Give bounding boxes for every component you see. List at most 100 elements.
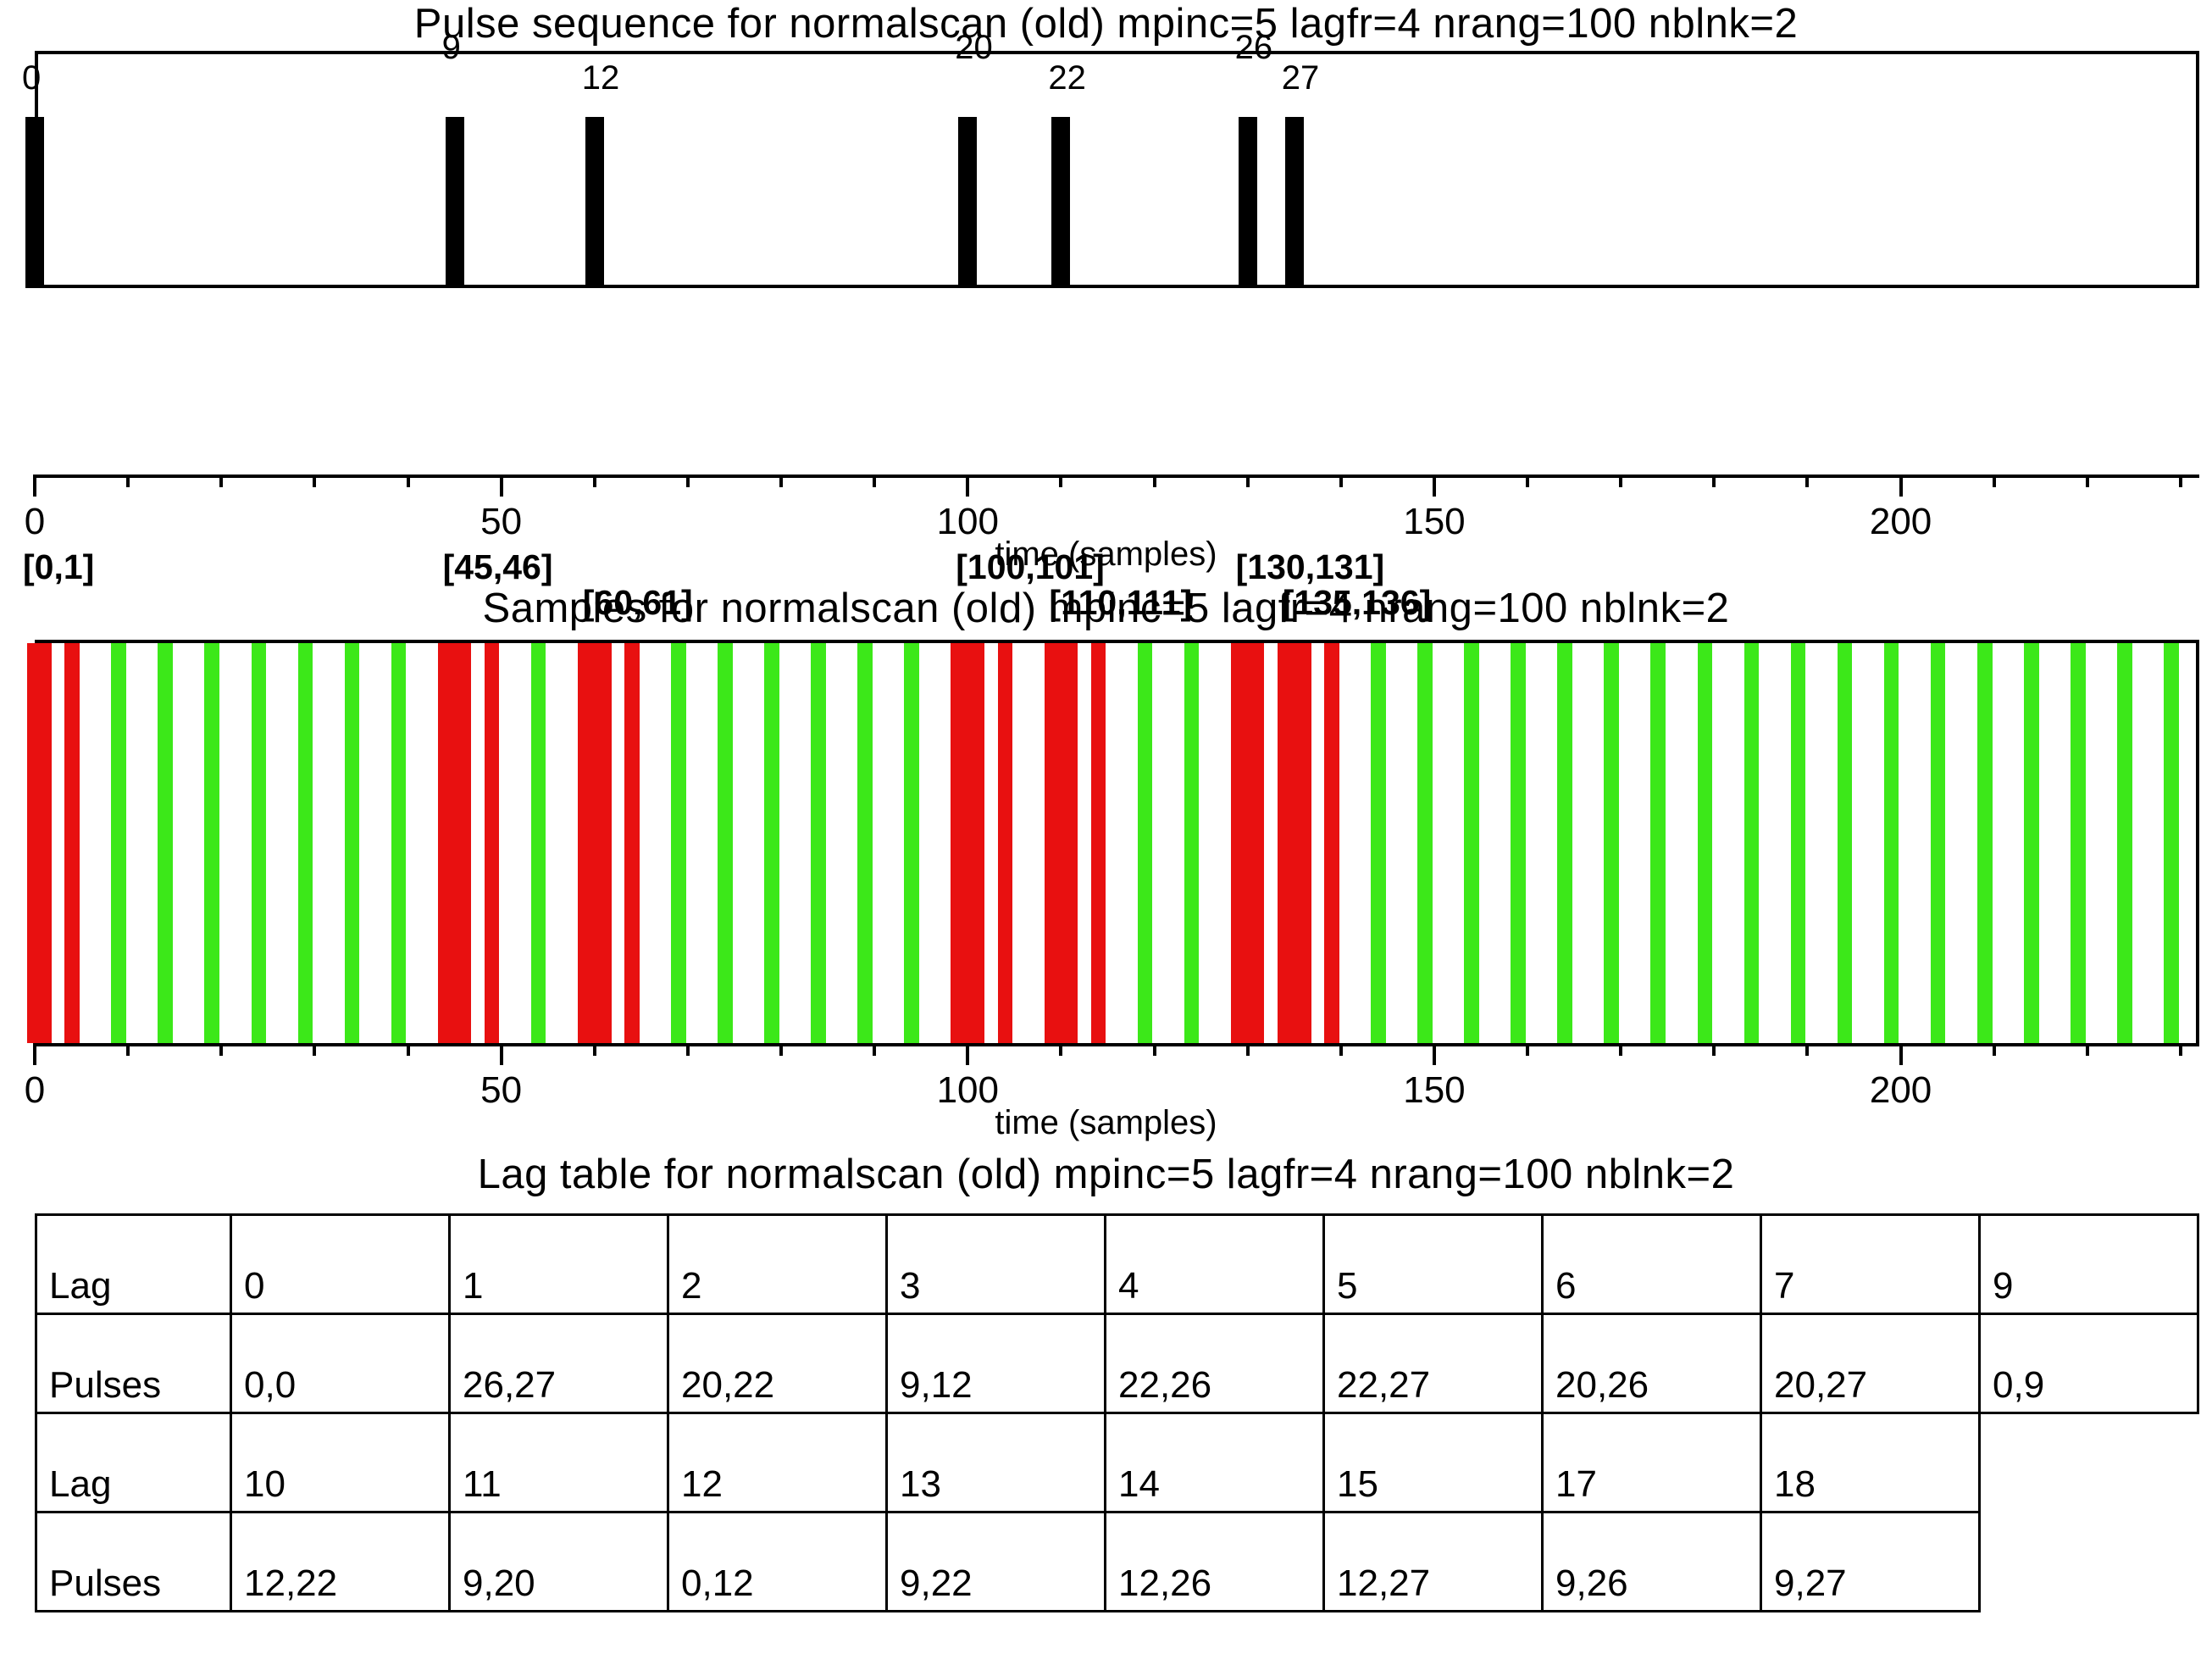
axis-tick-major [1899,1043,1903,1065]
axis-tick-minor [592,1043,596,1056]
axis-tick-minor [406,1043,410,1056]
blanked-sample-stripe [1286,643,1311,1043]
table-row: Pulses 0,0 26,27 20,22 9,12 22,26 22,27 … [35,1313,2199,1414]
sample-stripe [344,643,360,1043]
lag-cell: 4 [1104,1213,1325,1315]
axis-tick-minor [406,475,410,487]
sample-range-label: [135,136] [1282,583,1432,622]
axis-tick-minor [1339,1043,1343,1056]
blanked-sample-stripe [484,643,500,1043]
axis-tick-minor [1245,1043,1250,1056]
row-header: Pulses [35,1313,232,1414]
sample-stripe [1371,643,1386,1043]
sample-stripe [1417,643,1433,1043]
blanked-sample-stripe [64,643,80,1043]
pulse-bar [585,117,604,288]
table-row: Lag 10 11 12 13 14 15 17 18 [35,1412,2198,1513]
row-header: Pulses [35,1511,232,1612]
axis-tick-minor [1712,1043,1716,1056]
pulse-number-label: 26 [1234,29,1273,66]
axis-tick-label: 0 [24,1069,46,1111]
axis-tick-major [1899,475,1903,497]
sample-stripe [1464,643,1479,1043]
axis-tick-label: 0 [24,501,46,542]
axis-tick-minor [685,475,690,487]
sample-stripe [1883,643,1899,1043]
samples-xaxis-title: time (samples) [995,1104,1217,1141]
axis-tick-minor [779,1043,784,1056]
lag-cell: 0 [230,1213,451,1315]
axis-tick-major [499,475,503,497]
sample-stripe [2117,643,2132,1043]
pulse-bar [1051,117,1071,288]
samples-title: Samples for normalscan (old) mpinc=5 lag… [482,586,1730,631]
pulses-cell: 22,26 [1104,1313,1325,1414]
sample-stripe [204,643,220,1043]
sample-stripe [1650,643,1666,1043]
axis-tick-minor [1059,475,1063,487]
pulse-bar [25,117,44,288]
pulse-bar [958,117,978,288]
axis-tick-label: 50 [480,1069,523,1111]
sample-stripe [111,643,126,1043]
axis-tick-minor [1152,475,1156,487]
axis-tick-minor [1992,475,1996,487]
sample-stripe [1511,643,1526,1043]
lag-cell: 10 [230,1412,451,1513]
sample-stripe [1837,643,1853,1043]
sample-stripe [1557,643,1572,1043]
axis-tick-minor [1712,475,1716,487]
axis-tick-major [1432,1043,1436,1065]
blanked-sample-stripe [1053,643,1078,1043]
samples-plot-area [35,640,2199,1046]
lag-cell: 2 [667,1213,888,1315]
sample-stripe [158,643,173,1043]
axis-tick-major [33,475,36,497]
sample-stripe [1744,643,1760,1043]
sample-stripe [1184,643,1200,1043]
pulse-bar [445,117,464,288]
pulse-number-label: 22 [1048,59,1086,97]
lag-cell: 6 [1541,1213,1762,1315]
pulses-cell: 12,26 [1104,1511,1325,1612]
sample-stripe [1976,643,1993,1043]
pulse-plot-area [35,51,2199,288]
axis-tick-major [499,1043,503,1065]
axis-tick-minor [1245,475,1250,487]
axis-tick-minor [592,475,596,487]
pulse-number-label: 20 [955,29,993,66]
sample-stripe [1697,643,1713,1043]
sample-range-label: [0,1] [23,547,95,586]
lag-table-title: Lag table for normalscan (old) mpinc=5 l… [477,1152,1735,1197]
axis-tick-label: 200 [1869,501,1932,542]
sample-stripe [1930,643,1946,1043]
axis-tick-minor [1339,475,1343,487]
lag-cell: 12 [667,1412,888,1513]
pulses-cell: 12,22 [230,1511,451,1612]
blanked-sample-stripe [1090,643,1106,1043]
sample-stripe [718,643,733,1043]
axis-tick-minor [1152,1043,1156,1056]
pulse-number-label: 27 [1281,59,1320,97]
lag-cell: 11 [448,1412,669,1513]
axis-tick-label: 200 [1869,1069,1932,1111]
sample-stripe [2164,643,2179,1043]
axis-tick-minor [1526,1043,1530,1056]
axis-tick-minor [313,475,317,487]
sample-stripe [671,643,686,1043]
sample-stripe [904,643,919,1043]
axis-tick-minor [2085,1043,2089,1056]
axis-tick-label: 50 [480,501,523,542]
blanked-sample-stripe [27,643,52,1043]
row-header: Lag [35,1412,232,1513]
pulse-xaxis-title: time (samples) [995,536,1217,573]
pulse-number-label: 0 [21,59,42,97]
axis-tick-minor [1619,475,1623,487]
pulses-cell: 26,27 [448,1313,669,1414]
axis-tick-label: 100 [936,501,999,542]
lag-cell: 13 [885,1412,1106,1513]
axis-tick-minor [1992,1043,1996,1056]
blanked-sample-stripe [997,643,1013,1043]
sample-range-label: [110,111] [1049,583,1193,622]
axis-tick-minor [1526,475,1530,487]
